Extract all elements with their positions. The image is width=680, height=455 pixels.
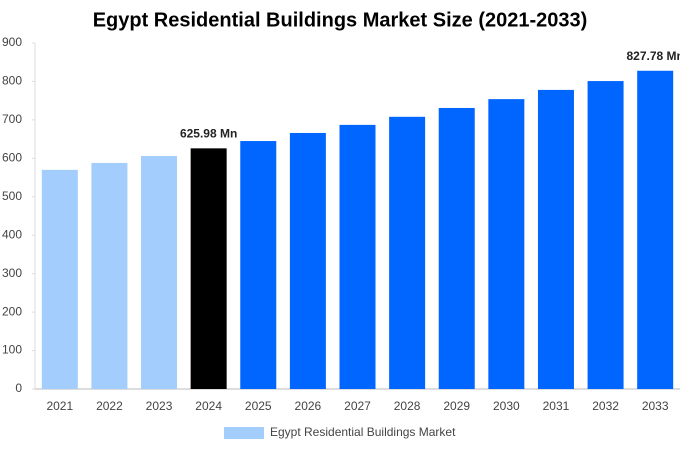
y-tick-label: 800 bbox=[2, 74, 22, 88]
x-tick-label: 2021 bbox=[46, 399, 73, 413]
bar bbox=[240, 141, 277, 389]
y-tick-label: 100 bbox=[2, 343, 22, 357]
bar bbox=[637, 70, 674, 389]
x-tick-label: 2031 bbox=[543, 399, 570, 413]
legend-swatch bbox=[224, 427, 264, 439]
bar bbox=[289, 132, 326, 389]
x-tick-label: 2026 bbox=[295, 399, 322, 413]
data-label: 827.78 Mn bbox=[627, 49, 680, 63]
y-tick-label: 400 bbox=[2, 227, 22, 241]
y-tick-label: 0 bbox=[15, 381, 22, 395]
bar bbox=[488, 99, 525, 389]
x-tick-label: 2023 bbox=[146, 399, 173, 413]
bar bbox=[438, 107, 475, 390]
bar bbox=[141, 156, 178, 389]
y-tick-label: 300 bbox=[2, 266, 22, 280]
data-label: 625.98 Mn bbox=[180, 127, 237, 141]
x-tick-label: 2029 bbox=[443, 399, 470, 413]
y-tick-label: 500 bbox=[2, 189, 22, 203]
y-tick-label: 600 bbox=[2, 151, 22, 165]
x-tick-label: 2030 bbox=[493, 399, 520, 413]
bar bbox=[587, 81, 624, 389]
x-tick-label: 2032 bbox=[592, 399, 619, 413]
x-tick-label: 2025 bbox=[245, 399, 272, 413]
y-tick-label: 200 bbox=[2, 304, 22, 318]
bar bbox=[41, 169, 78, 389]
bar bbox=[389, 116, 426, 390]
x-tick-label: 2024 bbox=[195, 399, 222, 413]
x-tick-label: 2022 bbox=[96, 399, 123, 413]
chart-title: Egypt Residential Buildings Market Size … bbox=[93, 9, 588, 31]
legend-label: Egypt Residential Buildings Market bbox=[270, 425, 456, 439]
y-tick-label: 900 bbox=[2, 35, 22, 49]
x-tick-label: 2033 bbox=[642, 399, 669, 413]
bar bbox=[190, 148, 227, 389]
x-tick-label: 2027 bbox=[344, 399, 371, 413]
bar bbox=[91, 162, 128, 389]
y-tick-label: 700 bbox=[2, 112, 22, 126]
x-tick-label: 2028 bbox=[394, 399, 421, 413]
bar bbox=[339, 124, 376, 390]
bar bbox=[537, 89, 574, 389]
